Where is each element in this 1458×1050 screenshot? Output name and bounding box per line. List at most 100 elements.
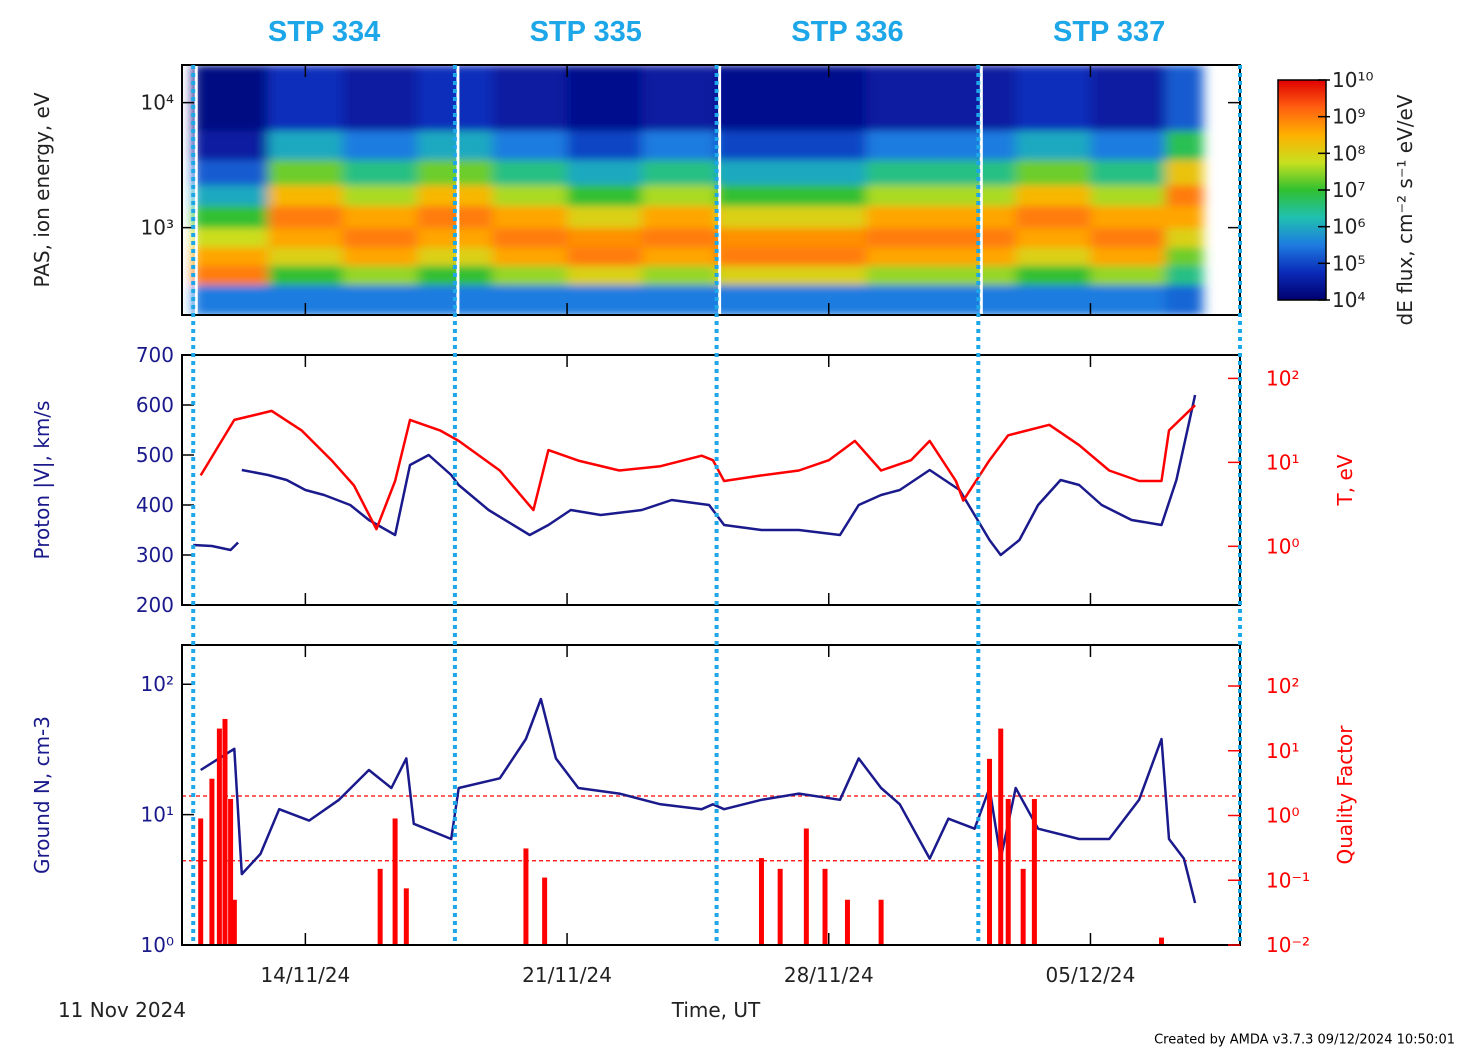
heatmap-cell: [342, 246, 419, 266]
series-group: [193, 394, 1197, 557]
heatmap-cell: [716, 227, 792, 248]
heatmap-cell: [940, 246, 1017, 266]
heatmap-cell: [1015, 284, 1091, 315]
stem: [231, 899, 237, 945]
y-tick-label: 10¹: [141, 803, 174, 827]
heatmap-cell: [193, 130, 269, 161]
start-date: 11 Nov 2024: [58, 998, 186, 1022]
heatmap-cell: [267, 227, 344, 248]
heatmap-cell: [641, 284, 718, 315]
y2-tick-label: 10²: [1266, 366, 1299, 390]
heatmap-cell: [492, 159, 568, 186]
x-tick-label: 14/11/24: [260, 963, 350, 987]
heatmap-cell: [716, 159, 792, 186]
heatmap-cell: [1015, 246, 1091, 266]
y2-tick-label: 10⁻¹: [1266, 868, 1310, 892]
stem: [198, 818, 204, 945]
heatmap-cell: [641, 265, 718, 286]
y-tick-label: 10⁴: [141, 91, 174, 115]
heatmap-cell: [193, 265, 269, 286]
stem: [878, 899, 884, 945]
heatmap-cell: [417, 205, 493, 229]
heatmap-cell: [866, 227, 942, 248]
heatmap-cell: [1165, 130, 1204, 161]
y2-tick-label: 10¹: [1266, 739, 1299, 763]
heatmap-cell: [866, 284, 942, 315]
heatmap-cell: [492, 265, 568, 286]
stem: [403, 888, 409, 945]
heatmap-cell: [193, 184, 269, 207]
stem: [1020, 868, 1026, 945]
y-tick-label: 700: [136, 343, 174, 367]
heatmap-cell: [193, 159, 269, 186]
heatmap-cell: [492, 227, 568, 248]
series-line: [193, 394, 1197, 557]
y-axis-title: PAS, ion energy, eV: [30, 92, 54, 287]
heatmap-cell: [267, 205, 344, 229]
heatmap-cell: [492, 65, 568, 131]
heatmap-cell: [641, 246, 718, 266]
heatmap-cell: [342, 227, 419, 248]
heatmap-cell: [1165, 284, 1204, 315]
heatmap-cell: [567, 227, 643, 248]
heatmap-cell: [492, 284, 568, 315]
heatmap-cell: [267, 184, 344, 207]
heatmap-cell: [641, 130, 718, 161]
heatmap-cell: [1090, 205, 1166, 229]
heatmap-cell: [492, 246, 568, 266]
colorbar-title: dE flux, cm⁻² s⁻¹ eV/eV: [1393, 94, 1417, 325]
heatmap-cell: [866, 246, 942, 266]
y-tick-label: 300: [136, 543, 174, 567]
stem: [209, 778, 215, 945]
colorbar-tick-label: 10⁸: [1332, 141, 1365, 165]
heatmap-cell: [716, 65, 792, 131]
heatmap-cell: [342, 284, 419, 315]
heatmap-cell: [716, 184, 792, 207]
stem: [803, 828, 809, 945]
stem: [228, 798, 234, 945]
colorbar-tick-label: 10⁹: [1332, 105, 1365, 129]
stem: [1158, 937, 1164, 945]
x-axis-title: Time, UT: [671, 998, 761, 1022]
stem: [758, 858, 764, 945]
interval-label: STP 334: [268, 16, 380, 48]
heatmap-cell: [342, 65, 419, 131]
heatmap-cell: [267, 159, 344, 186]
series-line: [200, 697, 1197, 904]
heatmap-cell: [641, 227, 718, 248]
heatmap-cell: [940, 205, 1017, 229]
heatmap-cell: [567, 65, 643, 131]
heatmap-cell: [716, 265, 792, 286]
x-tick-label: 28/11/24: [784, 963, 874, 987]
stem: [822, 868, 828, 945]
panel-frame: [181, 64, 1241, 316]
y-axis-title: Proton |V|, km/s: [30, 401, 54, 560]
heatmap-cell: [267, 130, 344, 161]
stem: [222, 718, 228, 945]
heatmap-cell: [193, 227, 269, 248]
stem: [998, 728, 1004, 945]
heatmap-cell: [193, 65, 269, 131]
series-group: [182, 697, 1240, 945]
heatmap-cell: [342, 159, 419, 186]
spectrogram-cells: [193, 65, 1204, 315]
heatmap-cell: [193, 246, 269, 266]
y2-tick-label: 10²: [1266, 674, 1299, 698]
heatmap-cell: [267, 246, 344, 266]
heatmap-cell: [716, 284, 792, 315]
heatmap-cell: [1090, 246, 1166, 266]
footer: Created by AMDA v3.7.3 09/12/2024 10:50:…: [1154, 1033, 1455, 1048]
stem: [844, 899, 850, 945]
stem: [1031, 798, 1037, 945]
heatmap-cell: [342, 130, 419, 161]
heatmap-cell: [866, 265, 942, 286]
heatmap-cell: [1090, 284, 1166, 315]
heatmap-cell: [492, 184, 568, 207]
heatmap-cell: [567, 246, 643, 266]
stem: [377, 868, 383, 945]
heatmap-cell: [193, 284, 269, 315]
heatmap-cell: [492, 130, 568, 161]
stem: [777, 868, 783, 945]
heatmap-cell: [1015, 265, 1091, 286]
